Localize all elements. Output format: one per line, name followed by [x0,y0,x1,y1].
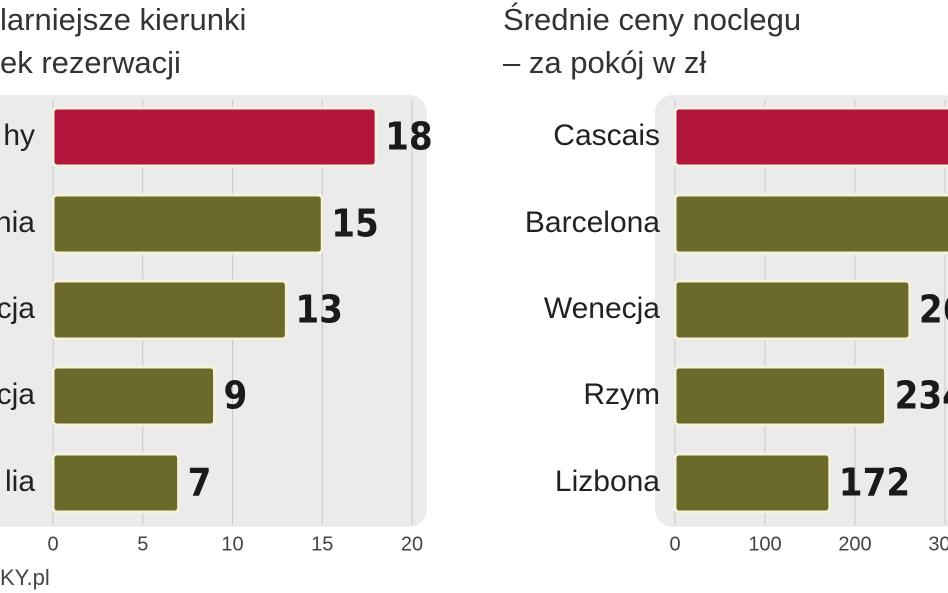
category-label: cja [0,378,35,411]
bar [51,365,217,427]
category-label: Cascais [553,119,660,152]
bar [51,106,378,168]
category-label: Rzym [583,378,660,411]
x-tick-label: 5 [137,533,148,555]
x-tick-label: 10 [221,533,243,555]
x-tick-label: 200 [838,533,871,555]
bar [673,452,832,514]
source: KY.pl [0,565,50,590]
data-label: 9 [224,374,248,418]
data-label: 18 [385,115,433,159]
bar [673,106,948,168]
bar [673,365,888,427]
bar [673,279,912,341]
x-tick-label: 15 [311,533,333,555]
category-label: nia [0,206,35,239]
bar [51,193,324,255]
category-label: ecja [0,292,35,325]
x-tick-label: 0 [669,533,680,555]
bar [51,279,288,341]
x-tick-label: 20 [401,533,423,555]
data-label: 13 [295,288,343,332]
data-label: 172 [839,461,910,505]
chart-subtitle: – za pokój w zł [503,45,706,80]
data-label: 234 [895,374,948,418]
category-label: lia [5,465,35,498]
data-label: 15 [331,202,379,246]
category-label: Wenecja [544,292,660,325]
data-label: 7 [188,461,212,505]
chart-title: Średnie ceny noclegu [503,1,801,37]
bar [673,193,948,255]
x-tick-label: 100 [748,533,781,555]
x-tick-label: 0 [47,533,58,555]
category-label: Barcelona [525,206,660,239]
x-tick-label: 300 [928,533,948,555]
bar [51,452,181,514]
data-label: 261 [919,288,948,332]
chart-subtitle: ek rezerwacji [0,45,181,80]
chart-title: larniejsze kierunki [0,2,246,37]
category-label: hy [3,119,35,152]
category-label: Lizbona [555,465,660,498]
